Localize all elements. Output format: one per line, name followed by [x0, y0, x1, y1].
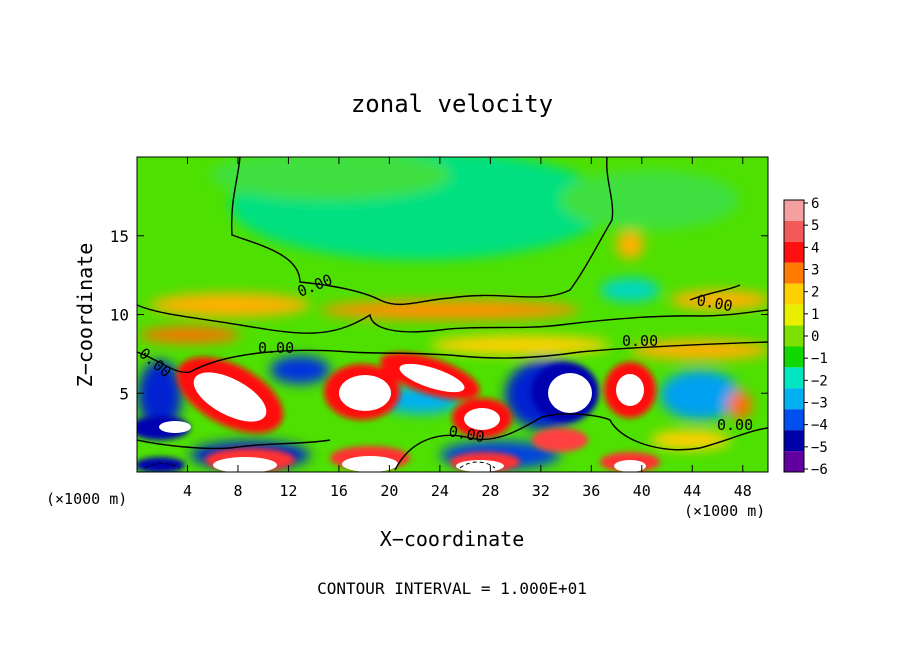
x-tick-label: 36: [582, 482, 600, 500]
velocity-field: [137, 157, 768, 472]
colorbar-label: −4: [811, 418, 828, 434]
x-tick-label: 44: [683, 482, 701, 500]
colorbar-swatch: [784, 346, 804, 368]
colorbar-label: 0: [811, 329, 819, 345]
colorbar-swatch: [784, 220, 804, 242]
contour-labels: 0.00 0.00 0.00 0.00 0.00 0.00 0.00: [135, 270, 753, 446]
x-tick-label: 40: [633, 482, 651, 500]
contour-label: 0.00: [622, 332, 658, 350]
colorbar-label: −6: [811, 462, 828, 478]
contour-interval-text: CONTOUR INTERVAL = 1.000E+01: [317, 579, 587, 598]
x-tick-label: 28: [481, 482, 499, 500]
x-tick-label: 12: [279, 482, 297, 500]
y-tick-label: 5: [119, 384, 129, 403]
colorbar-label: 4: [811, 240, 819, 256]
contour-label: 0.00: [258, 339, 294, 357]
contour-label: 0.00: [447, 422, 486, 446]
y-axis: 5 10 15: [110, 227, 768, 403]
x-tick-label: 24: [431, 482, 449, 500]
colorbar-label: −5: [811, 440, 828, 456]
y-tick-label: 10: [110, 306, 129, 325]
colorbar-label: −1: [811, 351, 828, 367]
colorbar-swatch: [784, 325, 804, 347]
colorbar-label: −3: [811, 396, 828, 412]
colorbar-label: 5: [811, 218, 819, 234]
x-axis: 4 8 12 16 20 24 28 32 36 40 44 48: [183, 157, 752, 500]
colorbar-swatch: [784, 409, 804, 431]
colorbar-label: −2: [811, 373, 828, 389]
x-tick-label: 48: [734, 482, 752, 500]
x-tick-label: 8: [233, 482, 242, 500]
colorbar-swatch: [784, 388, 804, 410]
y-axis-label: Z−coordinate: [73, 243, 97, 388]
colorbar-swatch: [784, 241, 804, 263]
colorbar-label: 3: [811, 263, 819, 279]
colorbar: 6 5 4 3 2 1 0 −1 −2 −3 −4 −5 −6: [783, 196, 828, 478]
x-tick-label: 32: [532, 482, 550, 500]
colorbar-label: 2: [811, 285, 819, 301]
chart-title: zonal velocity: [351, 90, 553, 118]
colorbar-swatch: [784, 283, 804, 305]
colorbar-swatch: [784, 367, 804, 389]
colorbar-swatch: [784, 262, 804, 284]
x-axis-unit-left: (×1000 m): [46, 490, 127, 508]
x-tick-label: 20: [380, 482, 398, 500]
contour-label: 0.00: [695, 291, 734, 315]
colorbar-swatch: [784, 304, 804, 326]
x-axis-unit-right: (×1000 m): [684, 502, 765, 520]
x-axis-label: X−coordinate: [380, 527, 525, 551]
colorbar-label: 1: [811, 307, 819, 323]
colorbar-label: 6: [811, 196, 819, 212]
colorbar-swatch: [784, 430, 804, 452]
y-tick-label: 15: [110, 227, 129, 246]
contour-label: 0.00: [717, 416, 753, 434]
colorbar-swatch: [784, 451, 804, 472]
x-tick-label: 4: [183, 482, 192, 500]
x-tick-label: 16: [330, 482, 348, 500]
colorbar-swatch: [784, 200, 804, 221]
